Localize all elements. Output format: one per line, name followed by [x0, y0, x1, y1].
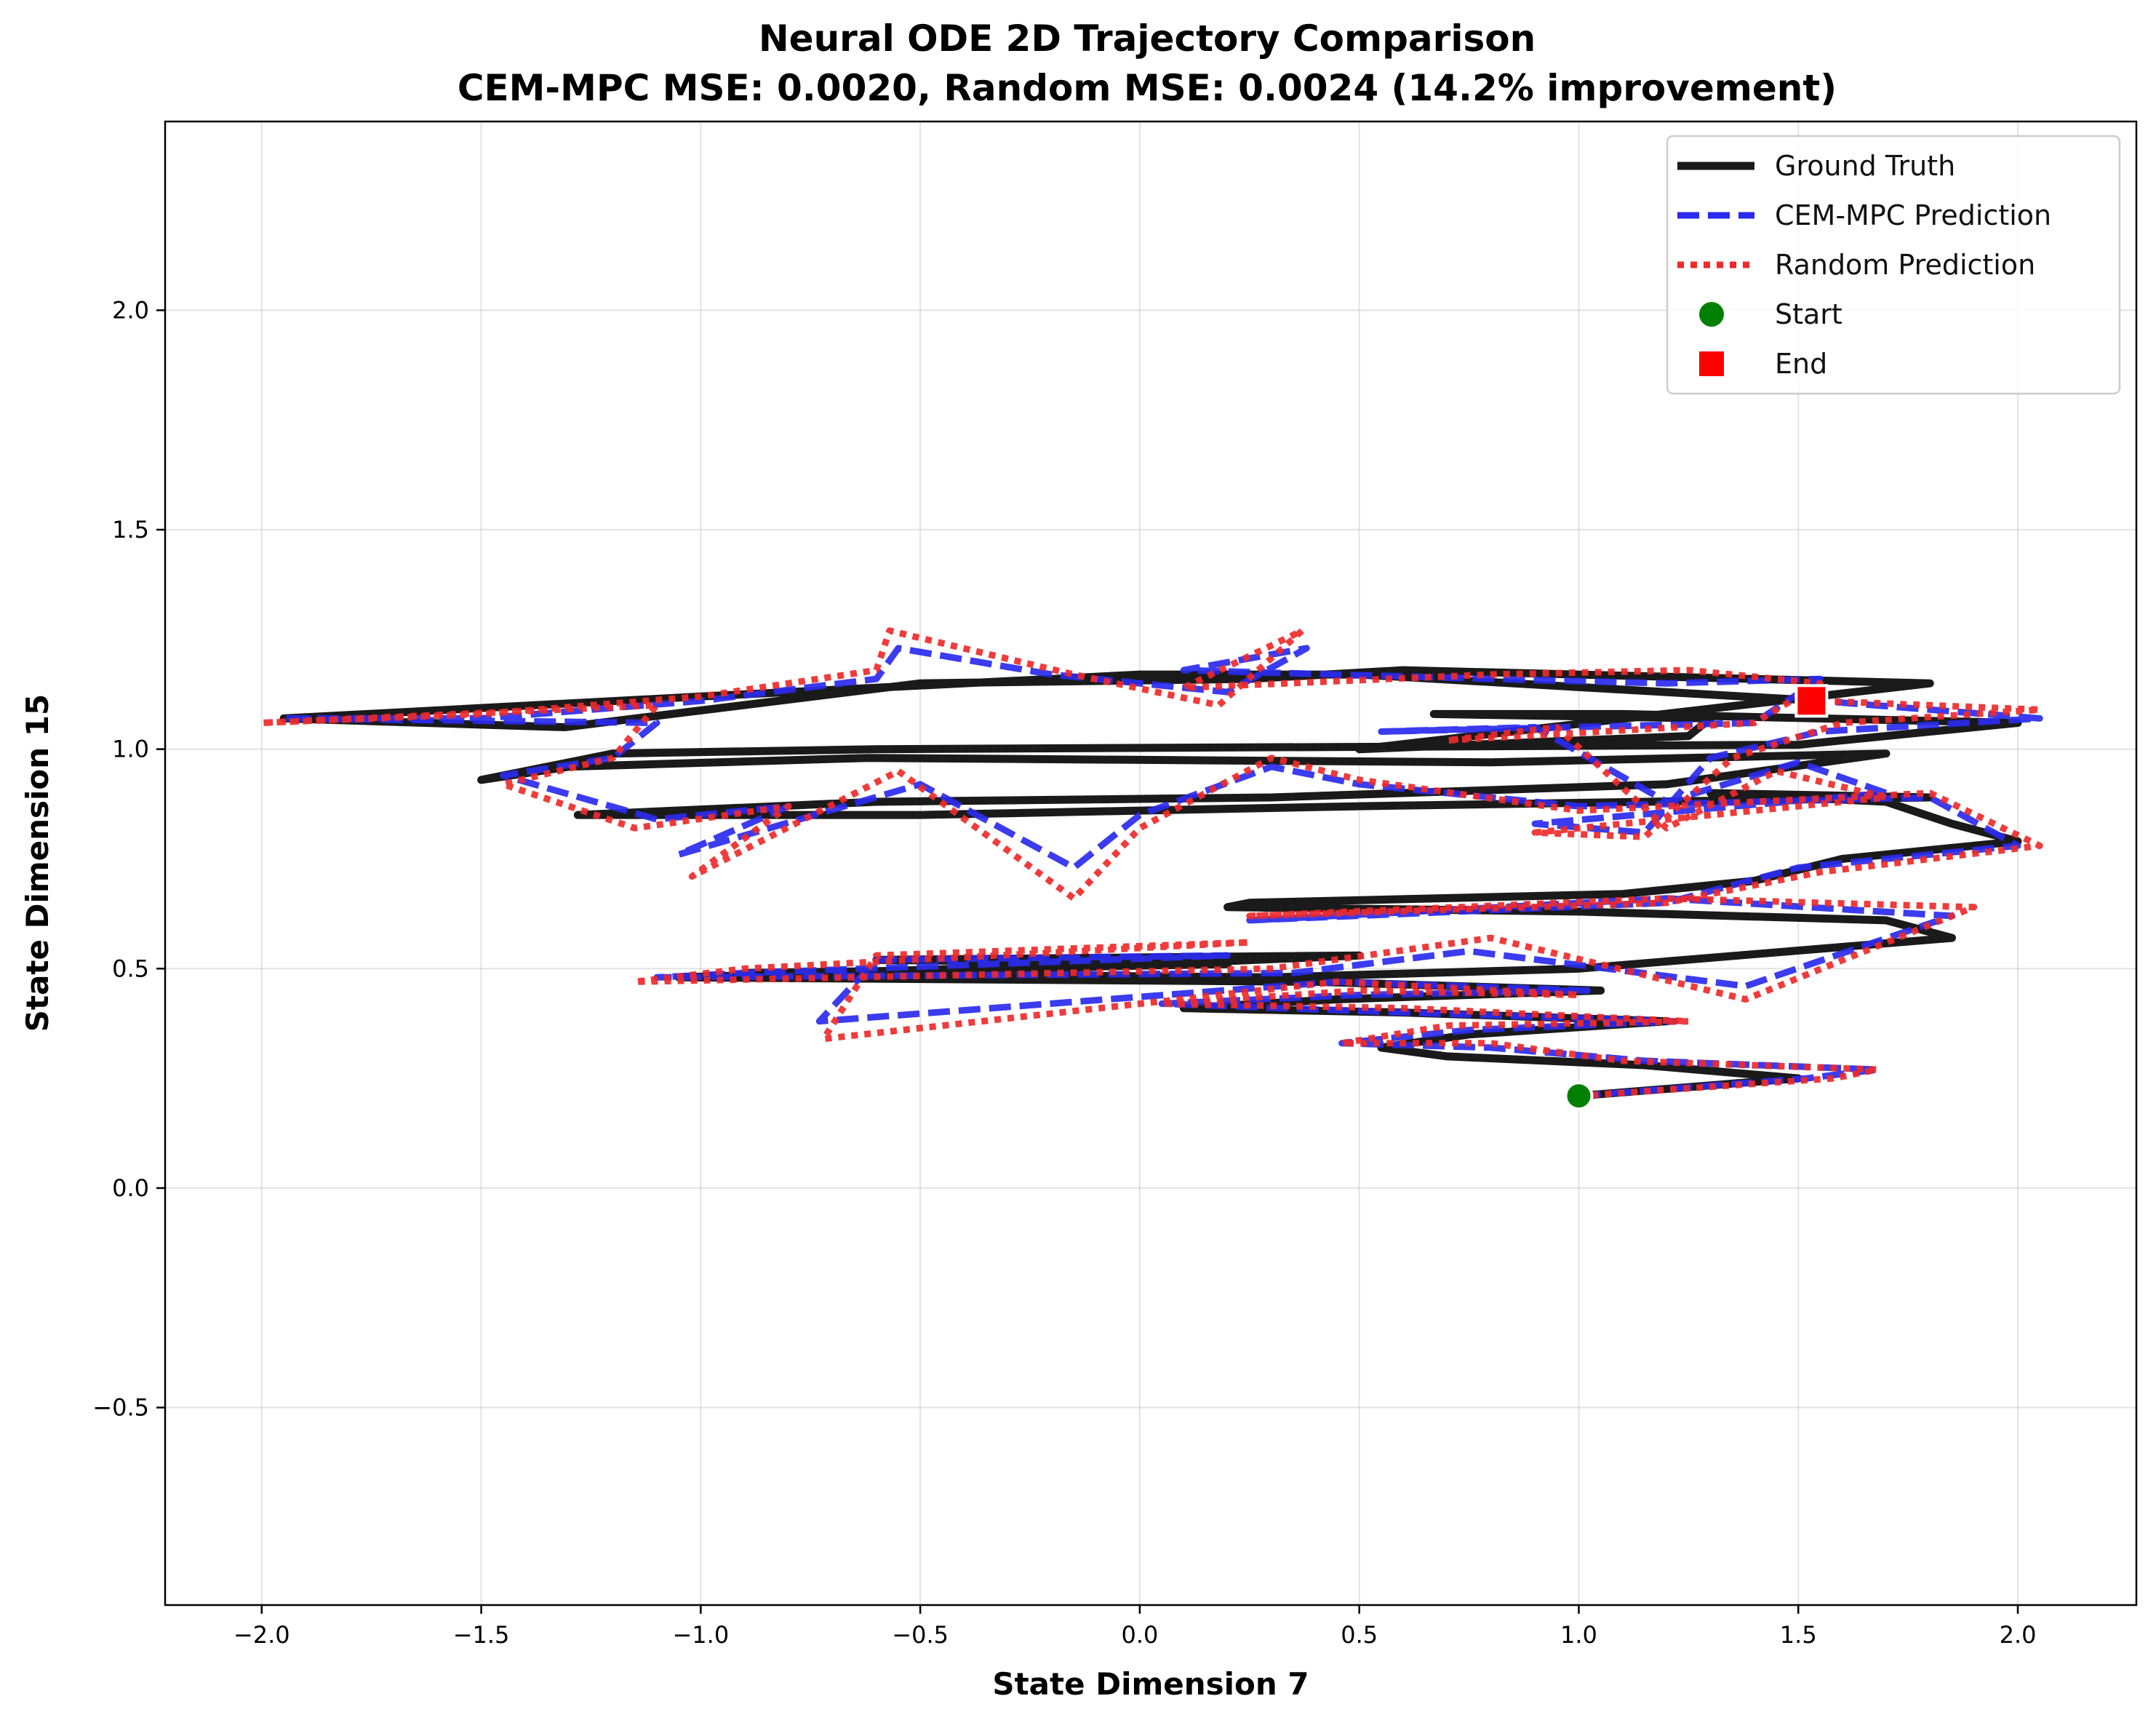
x-tick-label: 2.0 [2000, 1621, 2037, 1649]
x-tick-label: −1.5 [453, 1621, 510, 1649]
x-tick-label: −1.0 [672, 1621, 729, 1649]
plot-area-frame [164, 120, 2138, 1606]
y-tick-label: 0.5 [112, 955, 149, 982]
x-axis-ticks: −2.0 −1.5 −1.0 −0.5 0.0 0.5 1.0 1.5 2.0 [233, 1605, 2037, 1649]
y-axis-label: State Dimension 15 [20, 694, 55, 1032]
x-tick-label: 1.5 [1780, 1621, 1817, 1649]
chart-subtitle: CEM-MPC MSE: 0.0020, Random MSE: 0.0024 … [458, 67, 1837, 109]
y-axis-ticks: −0.5 0.0 0.5 1.0 1.5 2.0 [92, 296, 165, 1422]
legend-label-end: End [1775, 348, 1827, 380]
x-tick-label: 1.0 [1560, 1621, 1597, 1649]
legend-label-cem-mpc: CEM-MPC Prediction [1775, 199, 2051, 231]
x-tick-label: 0.0 [1121, 1621, 1158, 1649]
legend-label-start: Start [1775, 298, 1842, 330]
y-tick-label: 0.0 [112, 1174, 149, 1202]
end-marker [1794, 684, 1829, 718]
legend-label-random: Random Prediction [1775, 249, 2035, 281]
x-axis-label: State Dimension 7 [992, 1666, 1309, 1702]
legend-label-ground-truth: Ground Truth [1775, 150, 1955, 182]
x-tick-label: −2.0 [233, 1621, 290, 1649]
y-tick-label: 1.5 [112, 516, 149, 544]
chart-title: Neural ODE 2D Trajectory Comparison [759, 17, 1536, 60]
y-tick-label: 2.0 [112, 296, 149, 324]
legend-swatch-end [1699, 351, 1724, 376]
series-line-2 [258, 627, 2043, 1099]
series-group [258, 627, 2043, 1100]
x-tick-label: 0.5 [1341, 1621, 1378, 1649]
legend-frame [1666, 135, 2121, 395]
y-tick-label: 1.0 [112, 736, 149, 763]
x-tick-label: −0.5 [892, 1621, 949, 1649]
start-marker [1564, 1081, 1594, 1111]
marker-group [1564, 684, 1829, 1111]
y-tick-label: −0.5 [92, 1394, 149, 1422]
legend-swatch-start [1699, 302, 1724, 327]
legend: Ground Truth CEM-MPC Prediction Random P… [1666, 135, 2121, 395]
series-line-1 [280, 645, 2043, 1099]
